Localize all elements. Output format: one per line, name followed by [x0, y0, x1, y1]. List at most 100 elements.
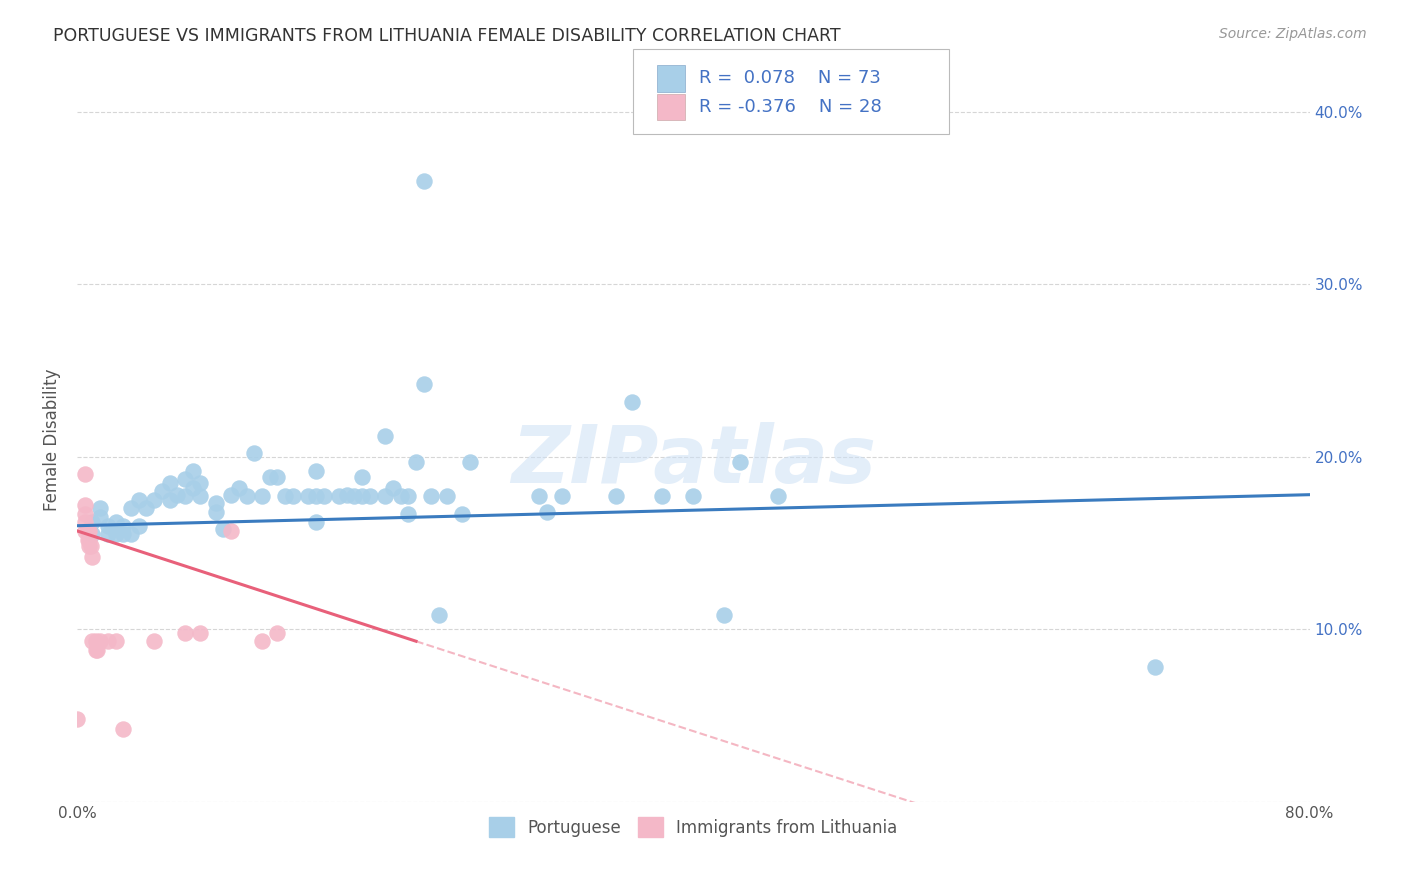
Point [427, 608, 450, 623]
Point [79, 540, 101, 554]
Point [128, 492, 150, 507]
Point [281, 490, 304, 504]
Point [188, 475, 211, 490]
Point [84, 634, 107, 648]
Point [396, 507, 419, 521]
Point [343, 490, 366, 504]
Point [436, 490, 458, 504]
Point [80, 540, 103, 554]
Point [73, 515, 96, 529]
Point [181, 464, 204, 478]
Point [97, 634, 120, 648]
Point [104, 634, 127, 648]
Point [73, 507, 96, 521]
Point [682, 490, 704, 504]
Point [235, 490, 257, 504]
Point [728, 455, 751, 469]
Point [174, 490, 197, 504]
Point [159, 492, 181, 507]
Point [86, 643, 108, 657]
Point [84, 643, 107, 657]
Point [352, 470, 374, 484]
Point [529, 490, 551, 504]
Point [174, 472, 197, 486]
Point [143, 634, 166, 648]
Point [651, 490, 673, 504]
Point [305, 490, 328, 504]
Point [420, 490, 443, 504]
Text: R =  0.078    N = 73: R = 0.078 N = 73 [699, 70, 880, 87]
Point [77, 524, 100, 538]
Point [89, 634, 111, 648]
Text: PORTUGUESE VS IMMIGRANTS FROM LITHUANIA FEMALE DISABILITY CORRELATION CHART: PORTUGUESE VS IMMIGRANTS FROM LITHUANIA … [53, 27, 841, 45]
Point [104, 515, 127, 529]
Point [266, 470, 288, 484]
Point [120, 527, 142, 541]
Point [266, 625, 288, 640]
Point [112, 527, 135, 541]
Point [297, 490, 319, 504]
Point [336, 488, 359, 502]
Point [66, 712, 89, 726]
Point [243, 446, 266, 460]
Point [374, 429, 396, 443]
Point [82, 549, 104, 564]
Point [79, 533, 101, 547]
Point [259, 470, 281, 484]
Point [112, 722, 135, 736]
Point [352, 490, 374, 504]
Point [605, 490, 627, 504]
Point [97, 518, 120, 533]
Point [89, 501, 111, 516]
Point [97, 527, 120, 541]
Point [359, 490, 381, 504]
Point [412, 174, 434, 188]
Point [73, 524, 96, 538]
Point [766, 490, 789, 504]
Point [128, 518, 150, 533]
Point [112, 518, 135, 533]
Point [536, 505, 558, 519]
Point [82, 515, 104, 529]
Point [89, 510, 111, 524]
Point [159, 475, 181, 490]
Point [204, 496, 226, 510]
Point [305, 515, 328, 529]
Point [620, 394, 643, 409]
Point [188, 625, 211, 640]
Point [381, 481, 404, 495]
Point [150, 484, 173, 499]
Point [1144, 660, 1167, 674]
Legend: Portuguese, Immigrants from Lithuania: Portuguese, Immigrants from Lithuania [482, 810, 904, 844]
Point [374, 490, 396, 504]
Text: R = -0.376    N = 28: R = -0.376 N = 28 [699, 98, 882, 116]
Point [228, 481, 250, 495]
Point [396, 490, 419, 504]
Point [389, 490, 412, 504]
Point [328, 490, 350, 504]
Point [120, 501, 142, 516]
Point [181, 481, 204, 495]
Point [204, 505, 226, 519]
Point [135, 501, 157, 516]
Point [174, 625, 197, 640]
Point [166, 488, 188, 502]
Point [82, 527, 104, 541]
Point [219, 524, 242, 538]
Point [250, 490, 273, 504]
Point [79, 524, 101, 538]
Y-axis label: Female Disability: Female Disability [44, 368, 60, 511]
Point [212, 522, 235, 536]
Point [312, 490, 335, 504]
Point [250, 634, 273, 648]
Point [219, 488, 242, 502]
Text: Source: ZipAtlas.com: Source: ZipAtlas.com [1219, 27, 1367, 41]
Point [143, 492, 166, 507]
Point [82, 634, 104, 648]
Point [405, 455, 427, 469]
Point [412, 377, 434, 392]
Point [551, 490, 574, 504]
Point [104, 527, 127, 541]
Text: ZIPatlas: ZIPatlas [510, 422, 876, 500]
Point [451, 507, 474, 521]
